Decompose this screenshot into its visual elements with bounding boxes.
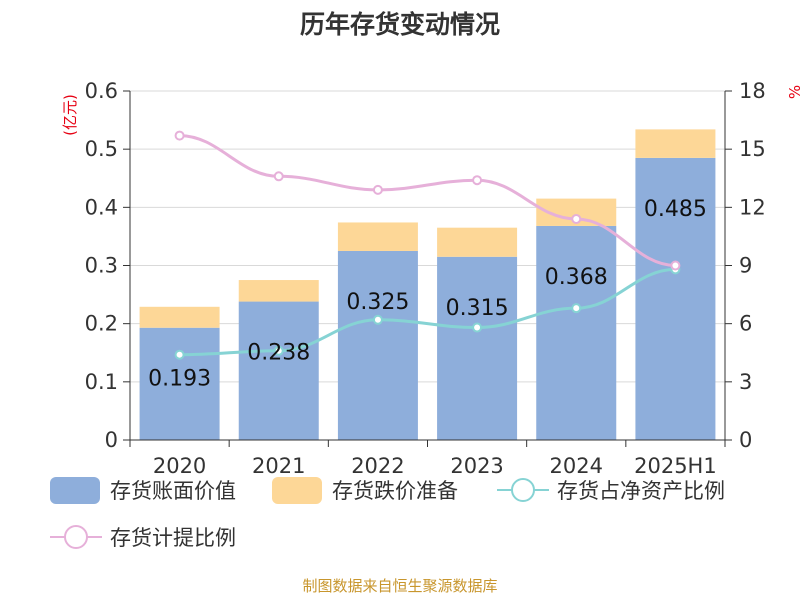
y-left-tick-label: 0.1 [85, 370, 118, 394]
line-point-0 [174, 349, 185, 360]
legend-label: 存货账面价值 [110, 479, 236, 503]
data-label: 0.315 [446, 296, 509, 321]
legend-label: 存货占净资产比例 [557, 479, 725, 503]
line-point-1 [472, 175, 483, 186]
bar-impairment-reserve [337, 222, 418, 251]
bars [139, 129, 716, 440]
legend-marker [64, 525, 88, 549]
data-label: 0.238 [247, 341, 310, 366]
grid [130, 90, 725, 383]
data-label: 0.485 [644, 197, 707, 222]
x-tick-label: 2024 [550, 454, 603, 478]
y-right-tick-label: 9 [739, 254, 752, 278]
bar-book-value [437, 256, 518, 440]
bar-impairment-reserve [635, 129, 716, 158]
line-point-1 [174, 130, 185, 141]
chart-title: 历年存货变动情况 [300, 10, 500, 39]
bar-book-value [635, 157, 716, 440]
legend-swatch [272, 477, 322, 504]
legend-label: 存货跌价准备 [332, 479, 458, 503]
lines [174, 130, 681, 360]
y-left-tick-label: 0.4 [85, 195, 118, 219]
y-left-tick-label: 0.3 [85, 254, 118, 278]
bar-impairment-reserve [139, 306, 220, 328]
source-note: 制图数据来自恒生聚源数据库 [302, 577, 497, 595]
line-series-1 [179, 134, 676, 267]
bar-book-value [238, 301, 319, 440]
y-right-tick-label: 6 [739, 312, 752, 336]
line-point-0 [472, 322, 483, 333]
y-left-tick-label: 0.6 [85, 79, 118, 103]
legend-marker [511, 478, 535, 502]
bar-impairment-reserve [437, 227, 518, 257]
legend-item: 存货跌价准备 [272, 477, 458, 504]
y-right-tick-label: 12 [739, 195, 766, 219]
y-left-unit: (亿元) [61, 94, 79, 136]
y-right-tick-label: 18 [739, 79, 766, 103]
x-tick-label: 2022 [351, 454, 404, 478]
bar-book-value [139, 327, 220, 440]
data-label: 0.193 [148, 367, 211, 392]
x-tick-label: 2020 [153, 454, 206, 478]
line-point-1 [372, 184, 383, 195]
legend-swatch [50, 477, 100, 504]
bar-impairment-reserve [238, 280, 319, 302]
y-right-tick-label: 15 [739, 137, 766, 161]
axes: 0 0.1 0.2 0.3 0.4 0.5 0.6 0 3 6 9 12 15 18 2020 2021 202… [85, 79, 766, 478]
y-left-tick-label: 0.5 [85, 137, 118, 161]
x-tick-label: 2021 [252, 454, 305, 478]
line-point-0 [273, 345, 284, 356]
line-point-1 [571, 213, 582, 224]
bar-book-value [536, 225, 617, 440]
bar-book-value [337, 250, 418, 440]
legend-item: 存货占净资产比例 [497, 478, 725, 503]
y-left-tick-label: 0 [105, 428, 118, 452]
x-tick-label: 2023 [450, 454, 503, 478]
y-right-tick-label: 3 [739, 370, 752, 394]
legend-label: 存货计提比例 [110, 526, 236, 550]
data-labels: 0.193 0.238 0.325 0.315 0.368 0.485 [148, 197, 707, 392]
data-label: 0.368 [545, 265, 608, 290]
line-point-0 [372, 314, 383, 325]
line-point-1 [670, 260, 681, 271]
legend-item: 存货账面价值 [50, 477, 236, 504]
line-point-1 [273, 171, 284, 182]
line-point-0 [571, 303, 582, 314]
data-label: 0.325 [346, 290, 409, 315]
x-tick-label: 2025H1 [634, 454, 717, 478]
y-right-unit: % [786, 85, 800, 99]
y-left-tick-label: 0.2 [85, 312, 118, 336]
legend-item: 存货计提比例 [50, 525, 236, 550]
y-right-tick-label: 0 [739, 428, 752, 452]
